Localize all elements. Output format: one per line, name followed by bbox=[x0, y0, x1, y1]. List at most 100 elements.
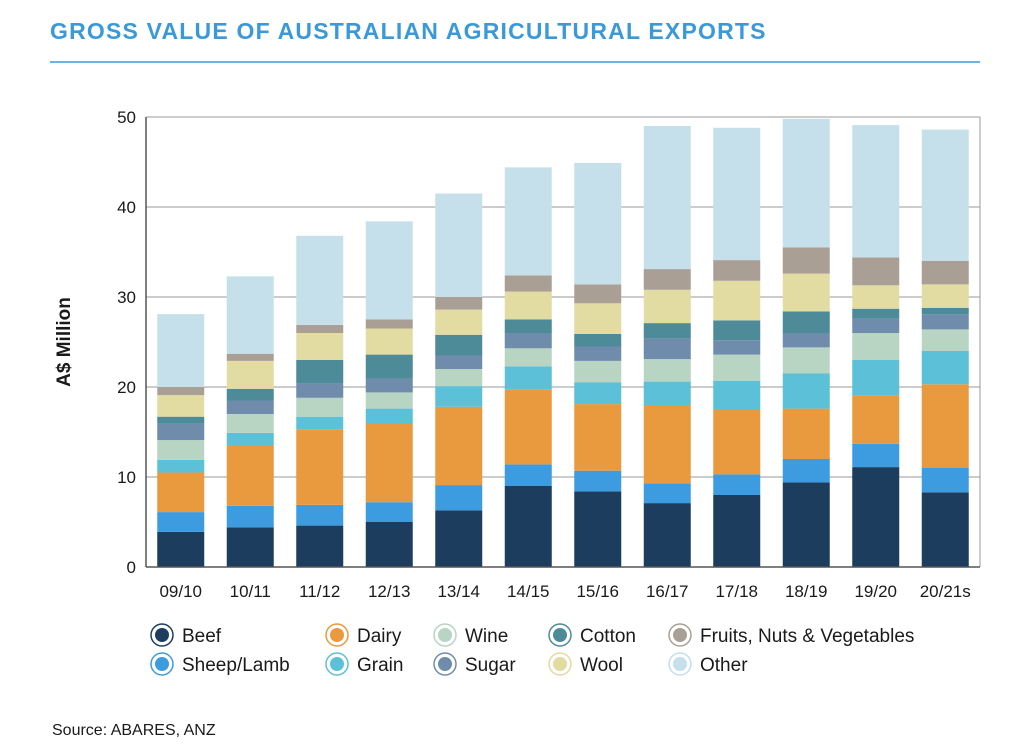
bar-segment-dairy bbox=[713, 409, 761, 475]
bar-segment-sugar bbox=[504, 333, 552, 349]
legend-dot-cotton bbox=[553, 628, 567, 642]
y-tick-label: 50 bbox=[117, 108, 136, 127]
bar-segment-fruits-nuts-vegetables bbox=[504, 275, 552, 292]
bar-segment-cotton bbox=[782, 311, 830, 333]
y-tick-label: 10 bbox=[117, 468, 136, 487]
bar-segment-sheep-lamb bbox=[365, 502, 413, 522]
bar-segment-beef bbox=[782, 482, 830, 567]
bar-segment-dairy bbox=[435, 406, 483, 486]
legend-label-cotton: Cotton bbox=[580, 626, 636, 647]
bar-segment-beef bbox=[435, 510, 483, 567]
bar-segment-wool bbox=[365, 328, 413, 355]
legend-dot-grain bbox=[330, 657, 344, 671]
bar-segment-wine bbox=[504, 348, 552, 367]
bar-segment-grain bbox=[643, 381, 691, 405]
bar-segment-dairy bbox=[643, 405, 691, 484]
bar-segment-grain bbox=[435, 386, 483, 407]
bar-segment-dairy bbox=[296, 429, 344, 505]
bar-segment-dairy bbox=[782, 408, 830, 459]
y-tick-label: 0 bbox=[127, 558, 136, 577]
bar-segment-sugar bbox=[226, 400, 274, 414]
bar-segment-wool bbox=[921, 284, 969, 308]
bar-segment-other bbox=[226, 276, 274, 354]
bar-segment-wool bbox=[157, 395, 205, 417]
bar-segment-other bbox=[365, 221, 413, 320]
bar-segment-cotton bbox=[504, 319, 552, 333]
x-tick-label: 09/10 bbox=[159, 582, 202, 601]
bar-segment-grain bbox=[157, 459, 205, 473]
bar-segment-sugar bbox=[435, 355, 483, 369]
bar-segment-sugar bbox=[157, 423, 205, 441]
bar-segment-sugar bbox=[921, 314, 969, 330]
bar-segment-grain bbox=[713, 380, 761, 410]
bar-segment-other bbox=[157, 314, 205, 387]
legend-dot-other bbox=[673, 657, 687, 671]
bar-segment-cotton bbox=[157, 416, 205, 423]
bar-segment-sheep-lamb bbox=[782, 459, 830, 483]
bar-segment-sugar bbox=[782, 333, 830, 348]
bar-segment-cotton bbox=[226, 388, 274, 401]
x-tick-label: 10/11 bbox=[230, 582, 271, 601]
legend-dot-fruits-nuts-vegetables bbox=[673, 628, 687, 642]
bar-segment-sheep-lamb bbox=[574, 470, 622, 492]
bar-segment-other bbox=[852, 125, 900, 258]
bar-segment-sheep-lamb bbox=[504, 464, 552, 486]
bar-segment-grain bbox=[504, 366, 552, 390]
bar-segment-wool bbox=[435, 309, 483, 335]
bar-segment-wine bbox=[157, 440, 205, 460]
bar-segment-fruits-nuts-vegetables bbox=[643, 269, 691, 290]
bar-segment-cotton bbox=[921, 307, 969, 315]
y-tick-label: 20 bbox=[117, 378, 136, 397]
bar-segment-fruits-nuts-vegetables bbox=[852, 257, 900, 286]
legend-dot-sugar bbox=[438, 657, 452, 671]
bar-segment-wine bbox=[435, 369, 483, 387]
bar-segment-fruits-nuts-vegetables bbox=[782, 247, 830, 274]
bar-segment-wine bbox=[782, 347, 830, 374]
bar-segment-fruits-nuts-vegetables bbox=[435, 297, 483, 310]
bar-segment-wool bbox=[296, 333, 344, 360]
bar-segment-grain bbox=[852, 360, 900, 396]
x-tick-label: 12/13 bbox=[368, 582, 411, 601]
bar-segment-cotton bbox=[296, 360, 344, 384]
bar-segment-beef bbox=[713, 495, 761, 567]
bar-segment-wool bbox=[574, 303, 622, 334]
bar-segment-wine bbox=[574, 360, 622, 383]
bar-segment-cotton bbox=[643, 323, 691, 339]
bar-segment-sheep-lamb bbox=[852, 443, 900, 468]
bar-segment-dairy bbox=[574, 404, 622, 471]
bar-segment-sheep-lamb bbox=[157, 512, 205, 532]
bar-segment-grain bbox=[296, 416, 344, 430]
bar-segment-dairy bbox=[365, 423, 413, 503]
bar-segment-sugar bbox=[296, 383, 344, 398]
bar-segment-beef bbox=[574, 491, 622, 567]
title-divider bbox=[50, 61, 980, 63]
bar-segment-beef bbox=[365, 522, 413, 567]
bar-segment-other bbox=[435, 193, 483, 297]
x-tick-label: 18/19 bbox=[785, 582, 828, 601]
bar-segment-beef bbox=[852, 467, 900, 567]
x-tick-label: 20/21s bbox=[920, 582, 971, 601]
bar-segment-beef bbox=[643, 503, 691, 567]
bar-segment-dairy bbox=[226, 445, 274, 506]
bar-segment-wool bbox=[852, 285, 900, 309]
bar-segment-beef bbox=[226, 527, 274, 567]
bar-segment-grain bbox=[574, 382, 622, 405]
legend-dot-beef bbox=[155, 628, 169, 642]
bar-segment-dairy bbox=[852, 395, 900, 444]
bar-segment-sugar bbox=[643, 338, 691, 360]
x-tick-label: 17/18 bbox=[715, 582, 758, 601]
bar-segment-sugar bbox=[713, 340, 761, 355]
bar-segment-fruits-nuts-vegetables bbox=[226, 353, 274, 361]
legend-label-other: Other bbox=[700, 655, 748, 676]
bar-segment-other bbox=[296, 235, 344, 325]
bar-segment-cotton bbox=[435, 334, 483, 356]
bar-segment-sugar bbox=[574, 346, 622, 361]
y-axis-label: A$ Million bbox=[54, 297, 75, 387]
bar-segment-beef bbox=[504, 486, 552, 567]
legend-label-grain: Grain bbox=[357, 655, 403, 676]
y-tick-label: 40 bbox=[117, 198, 136, 217]
bar-segment-wine bbox=[643, 359, 691, 382]
bar-segment-wool bbox=[782, 273, 830, 312]
bar-segment-fruits-nuts-vegetables bbox=[713, 260, 761, 281]
